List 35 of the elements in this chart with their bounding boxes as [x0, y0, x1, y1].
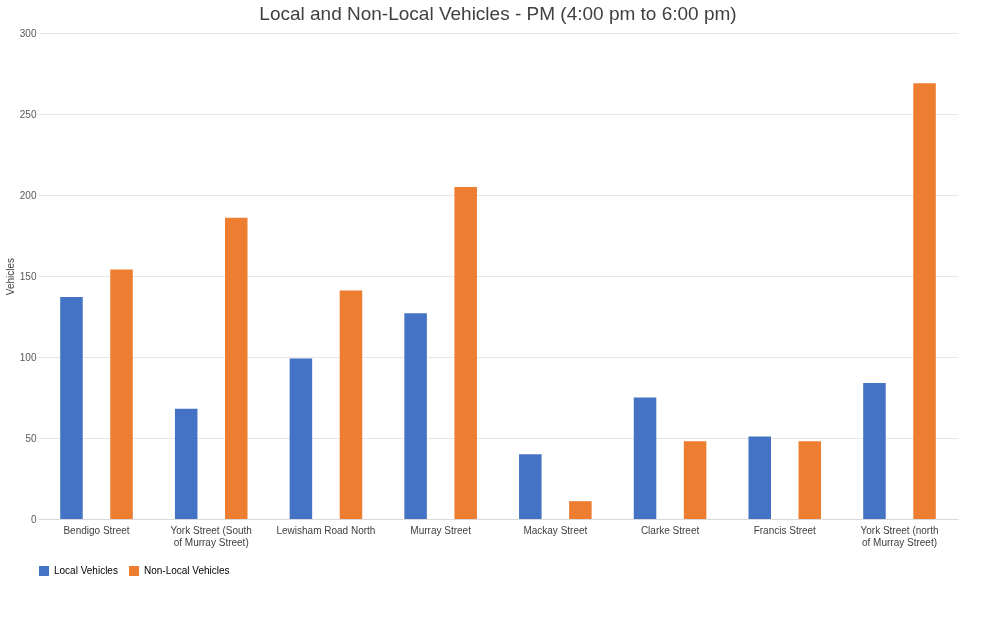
bar: [339, 290, 363, 519]
bar: [798, 441, 822, 519]
y-tick-label: 300: [19, 27, 37, 39]
bar: [748, 436, 772, 519]
bar: [289, 358, 313, 519]
legend-label: Non-Local Vehicles: [144, 565, 230, 576]
bar: [863, 382, 886, 519]
bar: [224, 217, 248, 519]
bar: [454, 186, 477, 519]
y-tick-label: 200: [19, 189, 37, 201]
bar: [683, 441, 707, 519]
x-tick-label: Clarke Street: [640, 524, 700, 536]
bar: [633, 397, 657, 519]
bar: [519, 454, 542, 519]
y-tick-label: 50: [25, 432, 37, 444]
x-tick-label: Francis Street: [753, 524, 817, 536]
y-tick-label: 150: [19, 270, 37, 282]
x-tick-label: Lewisham Road North: [276, 524, 376, 536]
y-tick-label: 0: [30, 513, 37, 525]
x-tick-label: Bendigo Street: [63, 524, 130, 536]
x-tick-label: York Street (north of Murray Street): [860, 524, 939, 548]
bar: [110, 269, 133, 519]
bar: [60, 297, 83, 519]
y-tick-label: 100: [19, 351, 37, 363]
chart-title: Local and Non-Local Vehicles - PM (4:00 pm to 6:00 pm): [259, 3, 737, 24]
y-tick-label: 250: [19, 108, 37, 120]
y-axis-title: Vehicles: [4, 257, 16, 296]
x-tick-label: Mackay Street: [523, 524, 588, 536]
bar: [404, 313, 427, 519]
bar: [913, 83, 936, 519]
x-tick-label: Murray Street: [410, 524, 472, 536]
legend-label: Local Vehicles: [54, 565, 118, 576]
x-tick-label: York Street (South of Murray Street): [170, 524, 252, 548]
bar: [569, 501, 592, 519]
bar: [174, 408, 198, 519]
